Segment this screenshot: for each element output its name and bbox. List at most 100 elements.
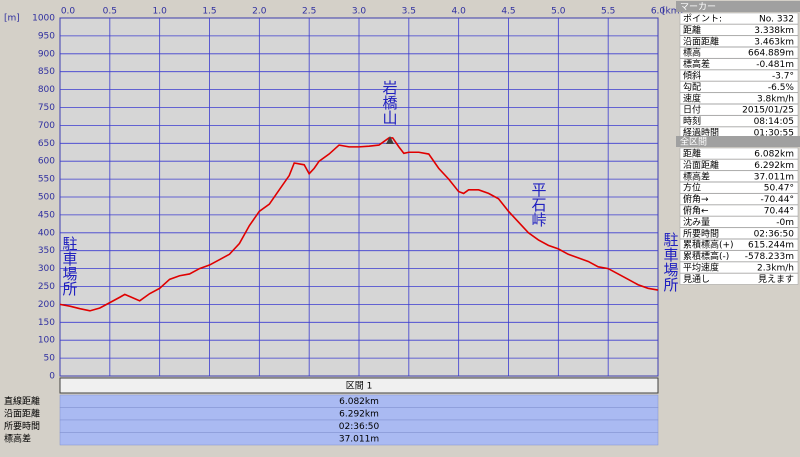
panel-row xyxy=(679,204,799,217)
panel-row xyxy=(679,92,799,105)
row-value: 01:30:55 xyxy=(754,129,794,139)
y-tick-label: 950 xyxy=(38,31,55,41)
annotation: 平石峠 xyxy=(530,182,548,227)
panel-row xyxy=(679,193,799,205)
row-label: 方位 xyxy=(683,182,701,194)
row-value: 664.889m xyxy=(748,49,794,59)
row-label: 所要時間 xyxy=(683,228,719,239)
row-label: 沈み量 xyxy=(683,216,710,228)
row-value: -0.481m xyxy=(756,60,794,70)
y-tick-label: 300 xyxy=(38,264,55,274)
panel-row xyxy=(679,24,799,36)
row-value: 37.011m xyxy=(754,172,794,182)
row-label: 経過時間 xyxy=(683,127,719,139)
panel-row xyxy=(679,58,799,70)
row-label: 時刻 xyxy=(683,115,701,127)
x-tick-label: 4.5 xyxy=(501,7,515,17)
x-tick-label: 0.0 xyxy=(61,7,76,17)
row-value: 6.292km xyxy=(754,161,794,171)
section-label: 標高差 xyxy=(4,433,31,445)
row-value: 3.8km/h xyxy=(757,94,794,104)
row-label: 標高 xyxy=(683,47,701,59)
row-label: 日付 xyxy=(683,105,701,116)
panel-title: マーカー xyxy=(680,2,716,13)
section-header xyxy=(59,377,659,394)
row-label: 平均速度 xyxy=(683,262,719,274)
panel-row xyxy=(679,69,799,82)
panel-row xyxy=(679,147,799,160)
row-label: 沿面距離 xyxy=(683,35,719,47)
x-tick-label: 5.0 xyxy=(551,7,566,17)
row-label: 速度 xyxy=(683,92,701,104)
row-label: 沿面距離 xyxy=(683,159,719,171)
row-value: 02:36:50 xyxy=(754,229,795,239)
panel-row xyxy=(679,12,799,25)
row-value: 6.082km xyxy=(754,150,794,160)
row-label: 累積標高(+) xyxy=(683,239,734,251)
row-value: 615.244m xyxy=(748,241,794,251)
row-value: -3.7° xyxy=(772,72,794,82)
panel-row xyxy=(679,273,799,285)
panel-row xyxy=(679,103,799,116)
panel-row xyxy=(679,81,799,93)
panel-row xyxy=(679,170,799,183)
panel-row xyxy=(679,181,799,194)
panel-row xyxy=(679,238,799,251)
y-tick-label: 0 xyxy=(49,372,55,382)
x-tick-label: 4.0 xyxy=(452,7,467,17)
section-value: 02:36:50 xyxy=(339,422,380,432)
row-label: 距離 xyxy=(683,24,701,36)
section-label: 直線距離 xyxy=(4,395,40,407)
panel-row xyxy=(679,227,799,240)
row-label: 俯角→ xyxy=(683,193,709,205)
y-tick-label: 850 xyxy=(38,67,55,77)
row-label: 標高差 xyxy=(683,170,710,182)
section-value: 37.011m xyxy=(339,435,379,445)
y-tick-label: 600 xyxy=(38,157,55,167)
panel-row xyxy=(679,261,799,274)
annotation: 駐車場所 xyxy=(662,232,680,292)
annotation: 岩橋山 xyxy=(381,80,399,125)
y-tick-label: 1000 xyxy=(32,14,55,24)
panel-header xyxy=(676,1,800,12)
row-value: -0m xyxy=(776,218,794,228)
row-value: -70.44° xyxy=(760,195,794,205)
row-label: 勾配 xyxy=(683,81,701,93)
y-unit: [m] xyxy=(4,14,20,24)
x-tick-label: 6.0 xyxy=(651,7,666,17)
y-tick-label: 750 xyxy=(38,103,55,113)
row-label: 傾斜 xyxy=(683,70,701,82)
peak-marker xyxy=(386,136,394,144)
row-value: 50.47° xyxy=(764,184,794,194)
row-value: 3.338km xyxy=(754,26,794,36)
y-tick-label: 400 xyxy=(38,228,55,238)
row-label: 距離 xyxy=(683,148,701,160)
annotation: 駐車場所 xyxy=(61,236,79,296)
panel-row xyxy=(679,159,799,171)
y-tick-label: 450 xyxy=(38,210,55,220)
row-value: 2015/01/25 xyxy=(742,106,794,116)
panel-row xyxy=(679,216,799,228)
y-tick-label: 100 xyxy=(38,336,55,346)
row-value: -6.5% xyxy=(768,83,795,93)
y-tick-label: 150 xyxy=(38,318,55,328)
y-tick-label: 350 xyxy=(38,246,55,256)
y-tick-label: 50 xyxy=(44,354,56,364)
panel-row xyxy=(679,250,799,262)
row-value: 見えます xyxy=(758,274,794,285)
x-tick-label: 0.5 xyxy=(103,7,117,17)
panel-row xyxy=(679,115,799,127)
row-label: 標高差 xyxy=(683,58,710,70)
row-value: No. 332 xyxy=(759,15,794,25)
row-label: 見通し xyxy=(683,274,710,285)
y-tick-label: 650 xyxy=(38,139,55,149)
panel-row xyxy=(679,35,799,48)
x-tick-label: 2.5 xyxy=(302,7,316,17)
section-label: 所要時間 xyxy=(4,421,40,432)
x-tick-label: 3.5 xyxy=(402,7,416,17)
x-unit: [km] xyxy=(662,7,683,17)
row-value: 3.463km xyxy=(754,37,794,47)
y-tick-label: 500 xyxy=(38,193,55,203)
panel-title: 全区間 xyxy=(680,136,707,148)
